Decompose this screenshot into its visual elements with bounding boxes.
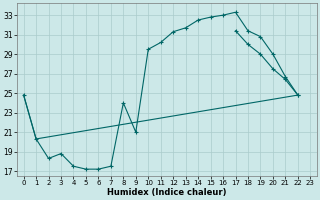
X-axis label: Humidex (Indice chaleur): Humidex (Indice chaleur) <box>107 188 227 197</box>
